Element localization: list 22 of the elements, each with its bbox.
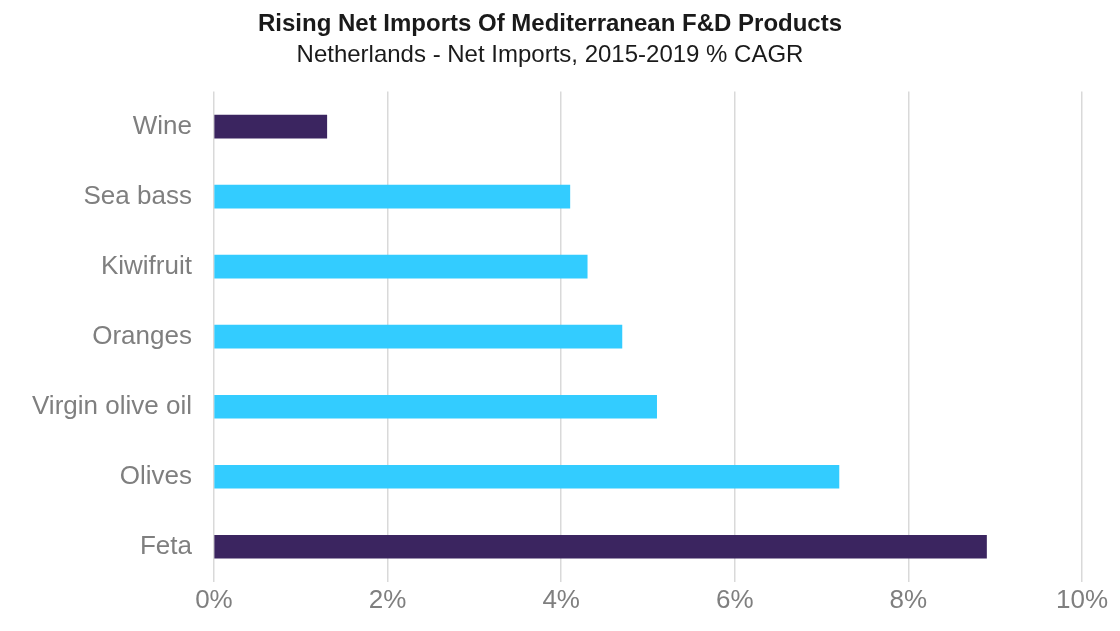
y-tick-label: Olives — [119, 459, 192, 490]
x-tick-label: 8% — [889, 583, 928, 614]
chart-subtitle: Netherlands - Net Imports, 2015-2019 % CAGR — [296, 39, 804, 67]
y-tick-label: Feta — [139, 529, 193, 560]
chart-title: Rising Net Imports Of Mediterranean F&D Products — [257, 9, 843, 37]
x-tick-label: 2% — [368, 583, 407, 614]
x-tick-label: 4% — [542, 583, 580, 614]
y-tick-label: Virgin olive oil — [32, 389, 192, 420]
bar — [214, 394, 657, 419]
y-tick-label: Oranges — [92, 319, 192, 350]
bar — [214, 184, 571, 209]
bar — [214, 254, 588, 279]
x-tick-label: 10% — [1055, 583, 1109, 614]
x-tick-label: 6% — [715, 583, 754, 614]
y-tick-label: Kiwifruit — [100, 249, 193, 280]
bar — [214, 114, 328, 139]
x-tick-label: 0% — [195, 583, 233, 614]
bar — [214, 324, 623, 349]
bar — [214, 464, 840, 489]
bar — [214, 534, 987, 559]
y-tick-label: Wine — [132, 109, 192, 140]
y-tick-label: Sea bass — [83, 179, 192, 210]
